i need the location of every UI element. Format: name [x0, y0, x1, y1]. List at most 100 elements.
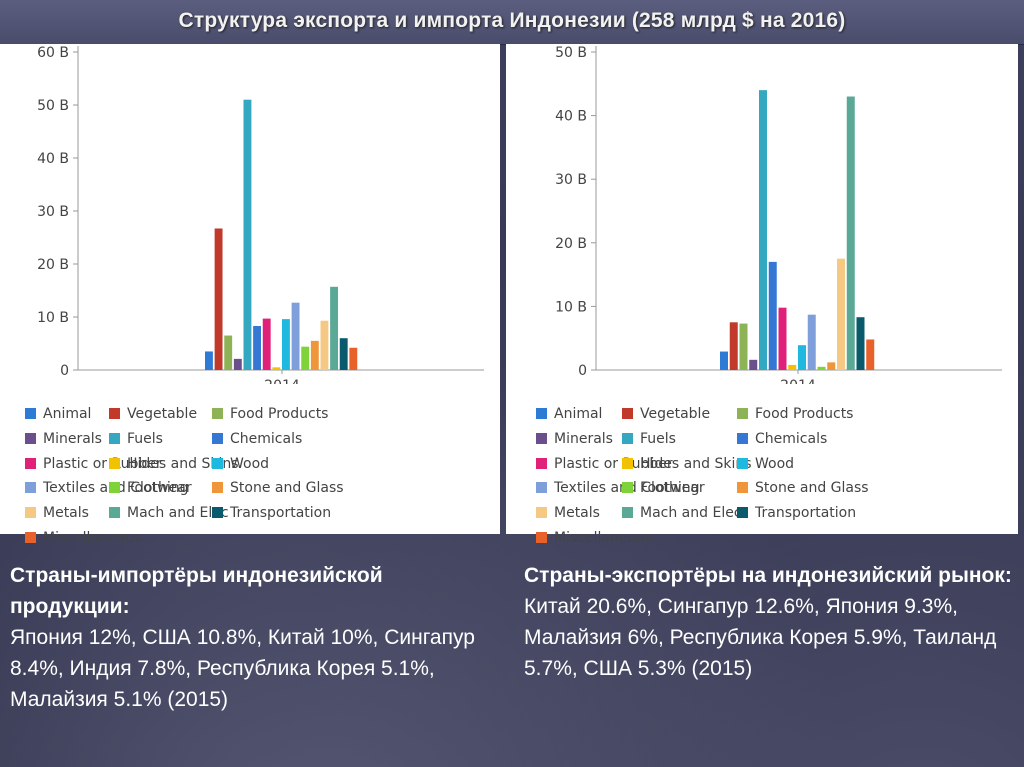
legend-item-wood: Wood — [737, 455, 794, 473]
legend-label: Chemicals — [230, 430, 303, 447]
page-title: Структура экспорта и импорта Индонезии (… — [178, 9, 846, 32]
legend-swatch — [737, 482, 748, 494]
import-y-tick-label: 50 B — [37, 98, 69, 114]
legend-swatch — [109, 507, 120, 519]
import-y-tick-label: 10 B — [37, 310, 69, 326]
legend-label: Animal — [554, 406, 603, 422]
legend-item-miscellaneous: Miscellaneous — [536, 529, 652, 547]
import-bar-textiles-and-clothing — [291, 302, 300, 370]
export-bar-stone-and-glass — [827, 362, 836, 370]
legend-swatch — [25, 482, 36, 494]
export-bar-vegetable — [729, 322, 738, 370]
legend-item-chemicals: Chemicals — [737, 430, 827, 448]
legend-item-hides-and-skins: Hides and Skins — [109, 455, 239, 473]
legend-label: Stone and Glass — [230, 480, 344, 497]
legend-swatch — [25, 532, 36, 543]
import-y-tick-label: 30 B — [37, 204, 69, 220]
import-bar-chemicals — [253, 326, 262, 370]
legend-swatch — [212, 408, 223, 419]
legend-item-footwear: Footwear — [109, 479, 192, 497]
export-bar-food-products — [739, 323, 748, 370]
legend-item-hides-and-skins: Hides and Skins — [622, 455, 752, 473]
export-bar-mach-and-elec — [846, 96, 855, 370]
legend-swatch — [622, 408, 633, 419]
import-bar-stone-and-glass — [310, 340, 319, 370]
legend-swatch — [212, 432, 223, 444]
legend-item-metals: Metals — [25, 504, 89, 522]
legend-label: Food Products — [755, 406, 854, 422]
legend-swatch — [212, 507, 223, 519]
legend-label: Metals — [43, 505, 89, 522]
legend-label: Mach and Elec — [640, 505, 742, 522]
legend-label: Fuels — [640, 430, 676, 447]
legend-item-plastic-or-rubber: Plastic or Rubber — [536, 455, 673, 473]
importers-heading: Страны-импортёры индонезийской продукции… — [10, 564, 383, 618]
legend-label: Minerals — [554, 430, 613, 447]
legend-label: Chemicals — [755, 430, 828, 447]
export-bar-fuels — [759, 90, 767, 370]
legend-swatch — [737, 507, 748, 519]
legend-item-food-products: Food Products — [212, 405, 328, 423]
export-bar-chemicals — [768, 261, 777, 370]
legend-swatch — [622, 432, 633, 444]
import-bar-food-products — [224, 335, 233, 370]
legend-swatch — [536, 482, 547, 494]
legend-label: Mach and Elec — [127, 505, 229, 522]
legend-swatch — [737, 408, 748, 419]
legend-label: Plastic or Rubber — [554, 455, 673, 472]
exporters-body: Китай 20.6%, Сингапур 12.6%, Япония 9.3%… — [524, 595, 997, 680]
legend-swatch — [737, 457, 748, 469]
import-bar-minerals — [233, 358, 242, 370]
legend-item-miscellaneous: Miscellaneous — [25, 529, 141, 547]
legend-swatch — [109, 408, 120, 419]
legend-swatch — [737, 432, 748, 444]
title-bar: Структура экспорта и импорта Индонезии (… — [0, 0, 1024, 45]
legend-label: Vegetable — [127, 406, 198, 422]
export-y-tick-label: 40 B — [555, 109, 587, 125]
export-y-tick-label: 10 B — [555, 299, 587, 315]
legend-swatch — [536, 432, 547, 444]
export-chart-panel: 0 10 B 20 B 30 B 40 B 50 B 2014 Animal Vegetabl… — [506, 44, 1018, 546]
import-y-tick-label: 20 B — [37, 257, 69, 273]
legend-swatch — [212, 482, 223, 494]
legend-label: Hides and Skins — [640, 455, 752, 472]
legend-item-transportation: Transportation — [737, 504, 856, 522]
export-bar-plastic-or-rubber — [778, 307, 787, 370]
import-bar-fuels — [243, 99, 252, 370]
legend-swatch — [109, 432, 120, 444]
import-bar-vegetable — [214, 228, 223, 370]
legend-label: Metals — [554, 505, 600, 522]
legend-item-transportation: Transportation — [212, 504, 331, 522]
export-bar-textiles-and-clothing — [807, 314, 816, 370]
importers-body: Япония 12%, США 10.8%, Китай 10%, Сингап… — [10, 626, 475, 711]
import-bar-miscellaneous — [349, 347, 358, 370]
legend-label: Wood — [755, 455, 795, 472]
legend-item-animal: Animal — [536, 405, 602, 423]
import-bar-transportation — [339, 338, 348, 370]
export-y-tick-label: 30 B — [555, 172, 587, 188]
legend-label: Wood — [230, 455, 270, 472]
export-bar-metals — [837, 258, 845, 370]
export-y-tick-label: 0 — [578, 363, 587, 379]
exporters-text: Страны-экспортёры на индонезийский рынок… — [524, 560, 1019, 684]
legend-swatch — [25, 507, 36, 519]
export-y-tick-label: 20 B — [555, 236, 587, 252]
legend-item-fuels: Fuels — [109, 430, 163, 448]
import-bar-footwear — [301, 346, 310, 370]
import-bar-metals — [320, 320, 329, 370]
legend-label: Footwear — [127, 480, 192, 497]
legend-item-food-products: Food Products — [737, 405, 853, 423]
import-y-tick-label: 40 B — [37, 151, 69, 167]
legend-label: Plastic or Rubber — [43, 455, 162, 472]
import-y-tick-label: 0 — [60, 363, 69, 379]
import-bar-wood — [282, 319, 290, 370]
legend-label: Stone and Glass — [755, 480, 869, 497]
legend-label: Minerals — [43, 430, 102, 447]
legend-label: Transportation — [230, 505, 332, 522]
legend-swatch — [109, 482, 120, 494]
import-bar-animal — [205, 351, 213, 370]
legend-swatch — [25, 408, 36, 419]
legend-item-fuels: Fuels — [622, 430, 676, 448]
import-chart: 0 10 B 20 B 30 B 40 B 50 B 60 B 2014 — [37, 45, 484, 384]
legend-label: Animal — [43, 406, 92, 422]
